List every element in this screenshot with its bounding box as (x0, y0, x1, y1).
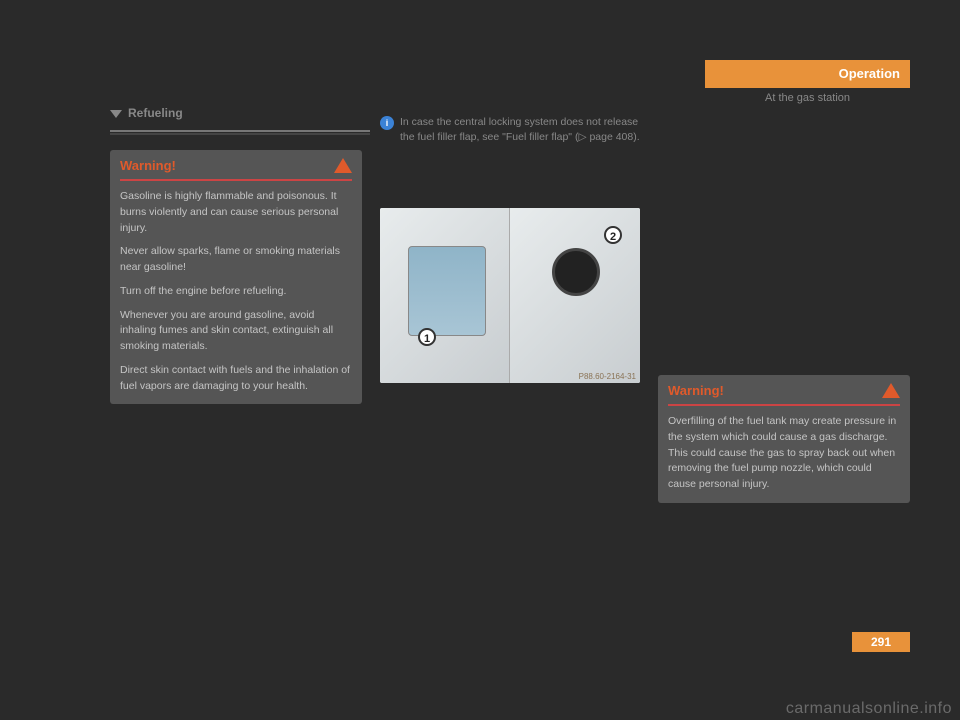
header-band: Operation (705, 60, 910, 88)
info-icon: i (380, 116, 394, 130)
warning-box-refueling: Warning! Gasoline is highly flammable an… (110, 150, 362, 404)
warning-body: Overfilling of the fuel tank may create … (668, 414, 900, 493)
warning-paragraph: Whenever you are around gasoline, avoid … (120, 308, 352, 355)
warning-title: Warning! (120, 158, 176, 173)
page-number: 291 (852, 632, 910, 652)
warning-header: Warning! (120, 158, 352, 181)
warning-paragraph: Direct skin contact with fuels and the i… (120, 363, 352, 395)
section-title: Refueling (128, 106, 183, 120)
info-text: In case the central locking system does … (400, 115, 640, 145)
fuel-door-shape (408, 246, 486, 336)
warning-title: Warning! (668, 383, 724, 398)
section-arrow-icon (110, 110, 122, 118)
section-divider (110, 130, 370, 136)
info-note: i In case the central locking system doe… (380, 115, 640, 145)
warning-body: Gasoline is highly flammable and poisono… (120, 189, 352, 394)
warning-paragraph: Overfilling of the fuel tank may create … (668, 414, 900, 493)
fuel-cap-shape (552, 248, 600, 296)
warning-paragraph: Gasoline is highly flammable and poisono… (120, 189, 352, 236)
fuel-filler-illustration: 1 2 P88.60-2164-31 (380, 208, 640, 383)
illustration-label: P88.60-2164-31 (579, 372, 636, 381)
warning-box-overfill: Warning! Overfilling of the fuel tank ma… (658, 375, 910, 503)
warning-triangle-icon (882, 383, 900, 398)
callout-2: 2 (604, 226, 622, 244)
illustration-right-panel: 2 (510, 208, 640, 383)
header-title: Operation (839, 66, 900, 81)
warning-paragraph: Never allow sparks, flame or smoking mat… (120, 244, 352, 276)
warning-paragraph: Turn off the engine before refueling. (120, 284, 352, 300)
header-subtitle: At the gas station (765, 92, 850, 104)
warning-triangle-icon (334, 158, 352, 173)
warning-header: Warning! (668, 383, 900, 406)
manual-page: Operation At the gas station Refueling W… (50, 30, 910, 670)
column-2: i In case the central locking system doe… (380, 115, 640, 151)
callout-1: 1 (418, 328, 436, 346)
illustration-left-panel: 1 (380, 208, 510, 383)
watermark: carmanualsonline.info (786, 700, 952, 718)
